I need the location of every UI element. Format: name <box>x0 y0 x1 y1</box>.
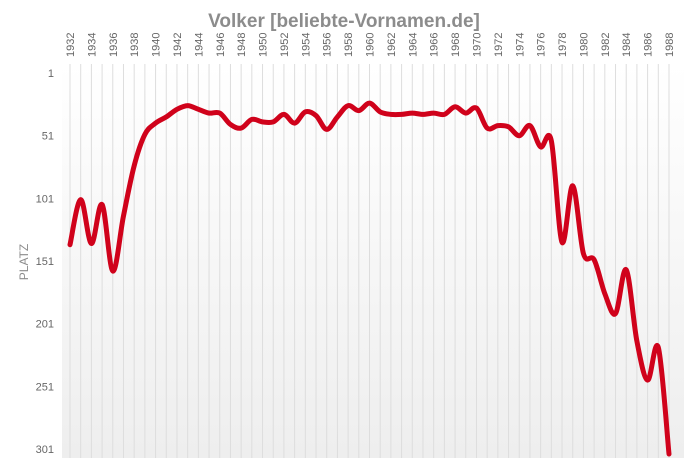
y-tick-label: 151 <box>36 256 54 268</box>
x-tick-label: 1940 <box>151 33 163 57</box>
x-tick-label: 1948 <box>236 33 248 57</box>
x-tick-label: 1938 <box>129 33 141 57</box>
x-tick-label: 1950 <box>258 33 270 57</box>
x-tick-label: 1942 <box>172 33 184 57</box>
gridlines <box>69 64 670 458</box>
x-tick-label: 1962 <box>386 33 398 57</box>
y-tick-label: 201 <box>36 319 54 331</box>
x-tick-label: 1980 <box>578 33 590 57</box>
x-tick-label: 1932 <box>65 33 77 57</box>
y-axis-label: PLATZ <box>17 244 31 280</box>
x-tick-label: 1982 <box>600 33 612 57</box>
x-tick-label: 1936 <box>108 33 120 57</box>
x-tick-label: 1986 <box>643 33 655 57</box>
x-tick-label: 1952 <box>279 33 291 57</box>
series-line <box>67 100 672 457</box>
x-tick-label: 1978 <box>557 33 569 57</box>
x-tick-label: 1944 <box>193 33 205 57</box>
x-tick-label: 1958 <box>343 33 355 57</box>
chart-title: Volker [beliebte-Vornamen.de] <box>208 11 480 32</box>
series-line-group <box>67 100 672 457</box>
x-tick-label: 1972 <box>493 33 505 57</box>
y-tick-label: 51 <box>42 131 54 143</box>
x-tick-label: 1946 <box>215 33 227 57</box>
x-tick-label: 1976 <box>536 33 548 57</box>
x-tick-label: 1988 <box>664 33 676 57</box>
x-tick-label: 1984 <box>621 33 633 57</box>
y-tick-label: 1 <box>48 68 54 80</box>
x-tick-label: 1970 <box>471 33 483 57</box>
plot-background <box>62 64 684 458</box>
y-tick-label: 301 <box>36 444 54 456</box>
x-tick-label: 1934 <box>86 33 98 57</box>
x-tick-label: 1968 <box>450 33 462 57</box>
y-tick-label: 101 <box>36 193 54 205</box>
x-tick-label: 1974 <box>514 33 526 57</box>
x-tick-label: 1964 <box>407 33 419 57</box>
x-tick-label: 1956 <box>322 33 334 57</box>
x-tick-label: 1960 <box>365 33 377 57</box>
x-tick-label: 1954 <box>300 33 312 57</box>
x-tick-labels: 1932 1934 1936 1938 1940 1942 1944 1946 1948 1950… <box>65 33 676 57</box>
y-tick-label: 251 <box>36 381 54 393</box>
x-tick-label: 1966 <box>429 33 441 57</box>
